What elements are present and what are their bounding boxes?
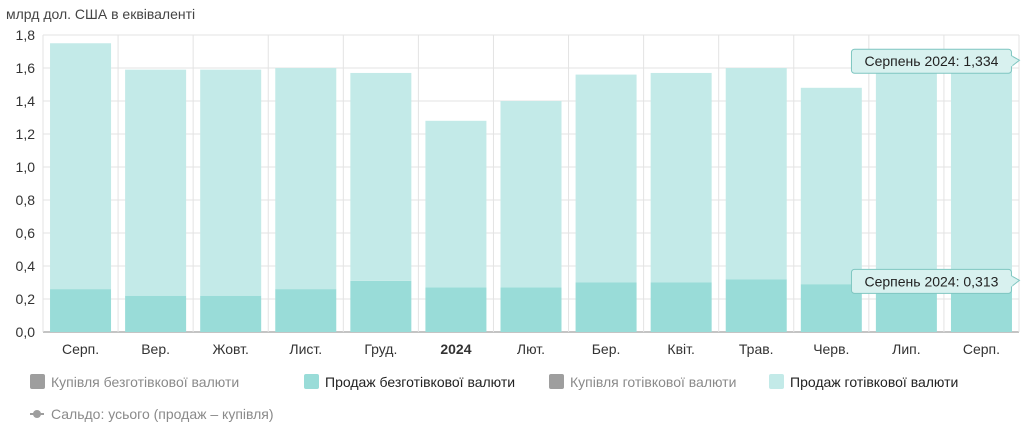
x-tick-label: Груд. bbox=[364, 341, 397, 357]
bar-cash-sale bbox=[425, 120, 487, 288]
legend-dot-marker bbox=[33, 410, 41, 418]
y-tick-label: 1,6 bbox=[16, 60, 36, 76]
bar-cash-sale bbox=[350, 72, 412, 281]
legend-square-marker bbox=[304, 374, 319, 389]
tooltip-pointer-join bbox=[1009, 56, 1013, 67]
legend-square-marker bbox=[30, 374, 45, 389]
bar-cashless-sale bbox=[575, 282, 637, 332]
legend-label: Продаж безготівкової валюти bbox=[325, 374, 515, 390]
x-tick-label: Бер. bbox=[592, 341, 621, 357]
tooltip-text: Серпень 2024: 0,313 bbox=[864, 273, 998, 289]
bar-cash-sale bbox=[950, 60, 1012, 281]
x-tick-label: Лют. bbox=[517, 341, 545, 357]
tooltip: Серпень 2024: 0,313 bbox=[850, 268, 1021, 294]
bar-cash-sale bbox=[500, 101, 562, 288]
bar-cashless-sale bbox=[50, 289, 112, 332]
x-tick-label: Трав. bbox=[739, 341, 774, 357]
tooltip-pointer-join bbox=[1009, 276, 1013, 287]
bar-cash-sale bbox=[50, 43, 112, 290]
legend-square-marker bbox=[769, 374, 784, 389]
legend-label: Продаж готівкової валюти bbox=[790, 374, 958, 390]
y-tick-label: 1,2 bbox=[16, 126, 36, 142]
bar-cash-sale bbox=[800, 87, 862, 285]
y-tick-label: 1,4 bbox=[16, 93, 36, 109]
legend-item[interactable]: Сальдо: усього (продаж – купівля) bbox=[30, 406, 274, 422]
x-tick-label: 2024 bbox=[440, 341, 471, 357]
bar-cash-sale bbox=[650, 72, 712, 283]
y-tick-label: 0,6 bbox=[16, 225, 36, 241]
y-tick-label: 0,4 bbox=[16, 258, 36, 274]
x-tick-label: Лист. bbox=[289, 341, 322, 357]
bar-cashless-sale bbox=[500, 287, 562, 332]
legend: Купівля безготівкової валюти Продаж безго… bbox=[30, 374, 958, 422]
legend-square-marker bbox=[549, 374, 564, 389]
y-unit-label: млрд дол. США в еквіваленті bbox=[6, 6, 195, 22]
y-tick-label: 1,0 bbox=[16, 159, 36, 175]
tooltip: Серпень 2024: 1,334 bbox=[850, 48, 1021, 74]
bar-cashless-sale bbox=[725, 279, 787, 332]
y-tick-label: 1,8 bbox=[16, 27, 36, 43]
y-axis-ticks: 0,0 0,2 0,4 0,6 0,8 1,0 1,2 1,4 1,6 1,8 bbox=[16, 27, 36, 340]
legend-item[interactable]: Продаж безготівкової валюти bbox=[304, 374, 515, 390]
bar-cashless-sale bbox=[200, 295, 262, 332]
bar-cash-sale bbox=[875, 64, 937, 281]
bar-cash-sale bbox=[125, 69, 187, 296]
y-tick-label: 0,0 bbox=[16, 324, 36, 340]
bars bbox=[50, 43, 1012, 332]
x-tick-label: Жовт. bbox=[212, 341, 248, 357]
y-tick-label: 0,8 bbox=[16, 192, 36, 208]
tooltip-text: Серпень 2024: 1,334 bbox=[864, 53, 998, 69]
legend-label: Сальдо: усього (продаж – купівля) bbox=[51, 406, 274, 422]
x-tick-label: Черв. bbox=[813, 341, 849, 357]
bar-cashless-sale bbox=[125, 295, 187, 332]
legend-item[interactable]: Продаж готівкової валюти bbox=[769, 374, 958, 390]
bar-cashless-sale bbox=[350, 280, 412, 332]
tooltips: Серпень 2024: 1,334 Серпень 2024: 0,313 bbox=[850, 48, 1021, 294]
legend-item[interactable]: Купівля безготівкової валюти bbox=[30, 374, 239, 390]
bar-cash-sale bbox=[725, 68, 787, 280]
x-tick-label: Квіт. bbox=[667, 341, 694, 357]
legend-label: Купівля готівкової валюти bbox=[570, 374, 736, 390]
bar-cashless-sale bbox=[275, 289, 337, 332]
x-tick-label: Серп. bbox=[62, 341, 99, 357]
legend-item[interactable]: Купівля готівкової валюти bbox=[549, 374, 736, 390]
bar-cashless-sale bbox=[650, 282, 712, 332]
legend-label: Купівля безготівкової валюти bbox=[51, 374, 239, 390]
bar-cash-sale bbox=[575, 74, 637, 283]
x-tick-label: Серп. bbox=[963, 341, 1000, 357]
x-axis-ticks: Серп. Вер. Жовт. Лист. Груд. 2024 Лют. Бер. Квіт… bbox=[62, 341, 1000, 357]
y-tick-label: 0,2 bbox=[16, 291, 36, 307]
bar-cashless-sale bbox=[425, 287, 487, 332]
bar-cash-sale bbox=[200, 69, 262, 296]
bar-cash-sale bbox=[275, 68, 337, 290]
x-tick-label: Вер. bbox=[141, 341, 170, 357]
x-tick-label: Лип. bbox=[892, 341, 920, 357]
